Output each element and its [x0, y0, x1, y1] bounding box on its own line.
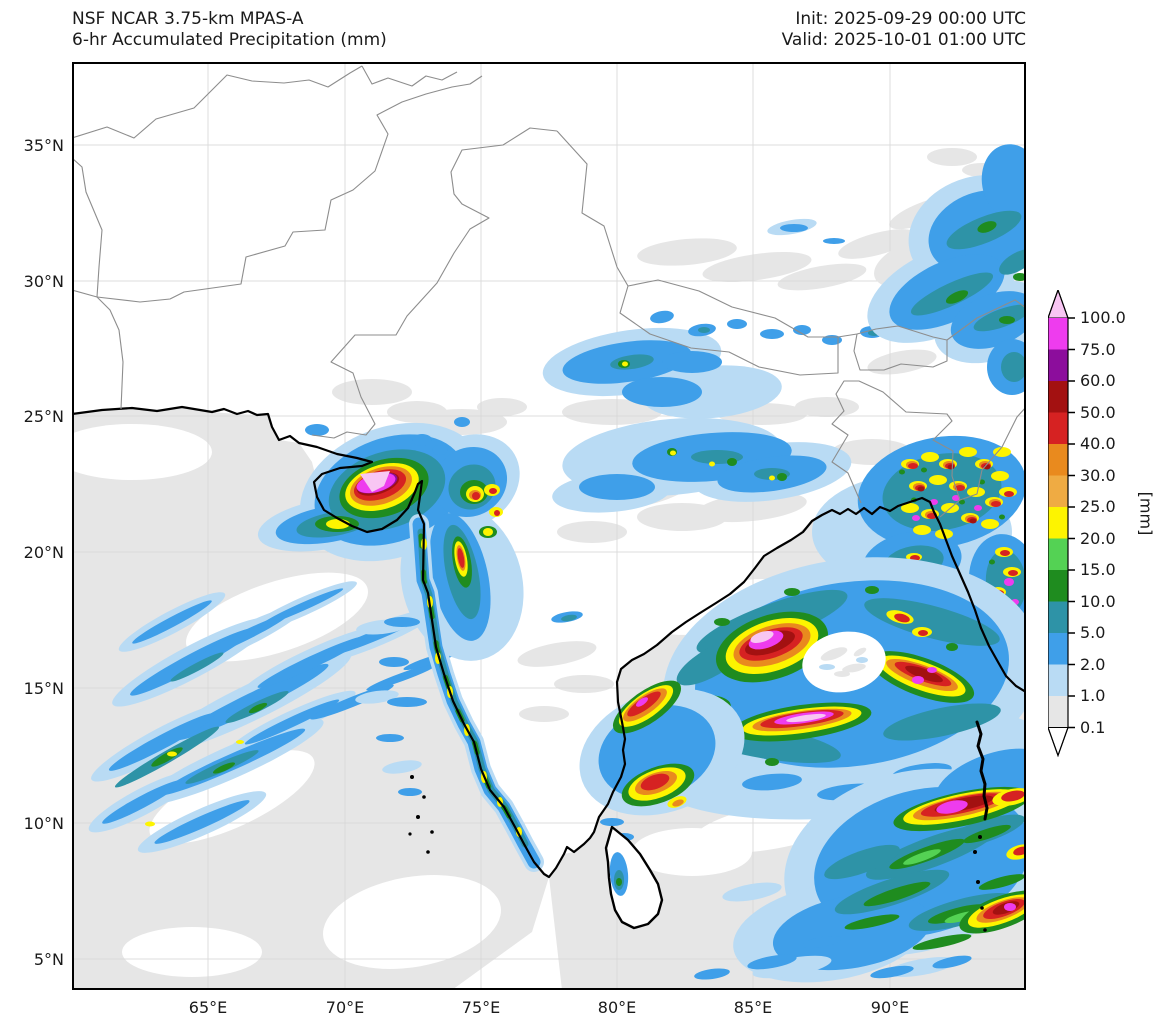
map-canvas [52, 62, 1052, 990]
colorbar-ticks [1068, 317, 1075, 729]
cbar-tick-75: 75.0 [1080, 340, 1116, 359]
coastline [70, 405, 1028, 879]
bay-of-bengal-cyclone [613, 557, 1052, 820]
lon-label-70e: 70°E [325, 998, 365, 1017]
colorbar-unit-label: [mm] [1136, 491, 1156, 536]
lat-label-15n: 15°N [23, 679, 64, 698]
lat-label-30n: 30°N [23, 272, 64, 291]
cbar-tick-50: 50.0 [1080, 403, 1116, 422]
model-name: NSF NCAR 3.75-km MPAS-A [72, 9, 304, 29]
lat-label-25n: 25°N [23, 407, 64, 426]
lon-label-65e: 65°E [188, 998, 228, 1017]
init-time: Init: 2025-09-29 00:00 UTC [795, 9, 1026, 29]
lat-label-5n: 5°N [33, 950, 64, 969]
cbar-tick-25: 25.0 [1080, 497, 1116, 516]
cbar-tick-30: 30.0 [1080, 466, 1116, 485]
cbar-tick-10: 10.0 [1080, 592, 1116, 611]
gujarat-precip-cell [257, 417, 524, 661]
cbar-tick-5: 5.0 [1080, 623, 1106, 642]
lakshadweep-islands [408, 775, 434, 854]
cbar-tick-60: 60.0 [1080, 371, 1116, 390]
colorbar-over-arrow [1047, 288, 1069, 319]
lon-label-85e: 85°E [733, 998, 773, 1017]
cbar-tick-40: 40.0 [1080, 434, 1116, 453]
country-borders [71, 65, 1027, 518]
time-block: Init: 2025-09-29 00:00 UTC Valid: 2025-10… [626, 9, 1026, 51]
colorbar-under-arrow [1047, 727, 1069, 757]
convective-speckles [899, 447, 1017, 570]
lon-label-75e: 75°E [461, 998, 501, 1017]
bangladesh-convective-cluster [812, 435, 1040, 630]
cbar-tick-2: 2.0 [1080, 655, 1106, 674]
lat-label-20n: 20°N [23, 543, 64, 562]
cbar-tick-01: 0.1 [1080, 718, 1106, 737]
lat-label-35n: 35°N [23, 136, 64, 155]
product-name: 6-hr Accumulated Precipitation (mm) [72, 30, 387, 50]
lon-label-80e: 80°E [597, 998, 637, 1017]
lat-label-10n: 10°N [23, 814, 64, 833]
cbar-tick-20: 20.0 [1080, 529, 1116, 548]
valid-time: Valid: 2025-10-01 01:00 UTC [781, 30, 1026, 50]
cbar-tick-1: 1.0 [1080, 686, 1106, 705]
cbar-tick-15: 15.0 [1080, 560, 1116, 579]
cbar-tick-100: 100.0 [1080, 308, 1126, 327]
precipitation-map [52, 62, 1052, 990]
sri-lanka [604, 825, 664, 930]
andaman-nicobar-islands [973, 720, 989, 932]
lon-label-90e: 90°E [870, 998, 910, 1017]
map-frame [72, 62, 1026, 990]
colorbar [1047, 288, 1172, 774]
title-block: NSF NCAR 3.75-km MPAS-A 6-hr Accumulated … [72, 9, 387, 51]
